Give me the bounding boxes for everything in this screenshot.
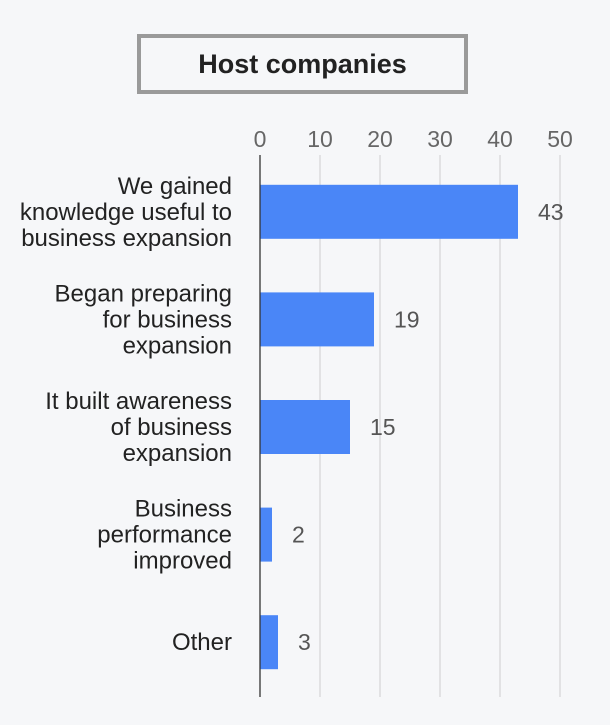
category-label-2: Began preparing for business expansion bbox=[55, 280, 232, 359]
tick-label-0: 0 bbox=[254, 126, 267, 152]
bars bbox=[260, 184, 518, 670]
bar-2 bbox=[260, 292, 374, 347]
value-label-2: 19 bbox=[394, 306, 420, 332]
category-label-line: expansion bbox=[123, 332, 232, 359]
tick-label-20: 20 bbox=[367, 126, 393, 152]
tick-label-30: 30 bbox=[427, 126, 453, 152]
gridlines bbox=[319, 155, 561, 697]
value-label-5: 3 bbox=[298, 629, 311, 655]
category-label-line: We gained bbox=[118, 173, 232, 200]
category-label-3: It built awareness of business expansion bbox=[45, 388, 232, 467]
category-label-line: Business bbox=[135, 496, 232, 523]
category-label-line: performance bbox=[97, 522, 232, 549]
category-label-line: Other bbox=[172, 629, 232, 656]
value-label-1: 43 bbox=[538, 199, 564, 225]
bar-4 bbox=[260, 507, 272, 562]
category-label-line: expansion bbox=[123, 440, 232, 467]
category-label-line: It built awareness bbox=[45, 388, 232, 415]
value-label-4: 2 bbox=[292, 522, 305, 548]
chart-title: Host companies bbox=[198, 48, 407, 79]
chart-title-box: Host companies bbox=[137, 34, 468, 94]
category-label-4: Business performance improved bbox=[97, 496, 232, 575]
tick-label-50: 50 bbox=[547, 126, 573, 152]
x-axis-tick-labels: 0 10 20 30 40 50 bbox=[254, 126, 573, 152]
category-label-line: improved bbox=[133, 548, 232, 575]
category-label-line: business expansion bbox=[21, 225, 232, 252]
category-labels: We gained knowledge useful to business exp… bbox=[20, 173, 232, 656]
value-label-3: 15 bbox=[370, 414, 396, 440]
tick-label-10: 10 bbox=[307, 126, 333, 152]
category-label-1: We gained knowledge useful to business exp… bbox=[20, 173, 232, 252]
category-label-5: Other bbox=[172, 629, 232, 656]
category-label-line: of business bbox=[111, 414, 232, 441]
category-label-line: knowledge useful to bbox=[20, 199, 232, 226]
bar-3 bbox=[260, 400, 350, 454]
category-label-line: for business bbox=[103, 306, 232, 333]
bar-1 bbox=[260, 184, 518, 239]
bar-5 bbox=[260, 615, 278, 670]
value-labels: 43 19 15 2 3 bbox=[292, 199, 564, 655]
category-label-line: Began preparing bbox=[55, 280, 232, 307]
tick-label-40: 40 bbox=[487, 126, 513, 152]
